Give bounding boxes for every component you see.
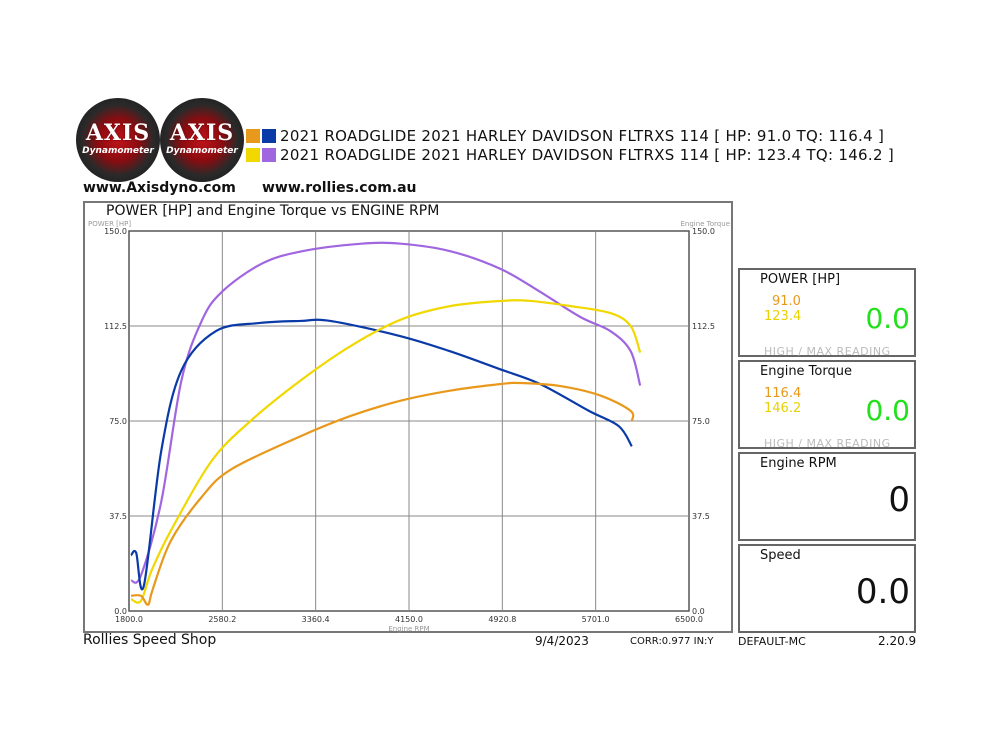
- high-max-note: HIGH / MAX READING: [764, 437, 891, 450]
- y-tick-label-left: 0.0: [114, 607, 127, 616]
- high-reading-2: 123.4: [764, 309, 802, 324]
- x-tick-label: 6500.0: [675, 615, 703, 624]
- y-axis-left-label: POWER [HP]: [88, 220, 131, 228]
- swatch-hp: [246, 129, 260, 143]
- logo-subtext: Dynamometer: [82, 146, 154, 156]
- high-reading-1: 116.4: [764, 386, 802, 401]
- logo-text: AXIS: [169, 120, 235, 146]
- correction-factor: CORR:0.977 IN:Y: [630, 636, 714, 647]
- panel-title: Speed: [760, 548, 801, 563]
- series-line-4: [130, 381, 635, 606]
- y-tick-label-left: 112.5: [104, 322, 127, 331]
- x-tick-label: 1800.0: [115, 615, 143, 624]
- series-line-1: [130, 241, 642, 584]
- legend-label: 2021 ROADGLIDE 2021 HARLEY DAVIDSON FLTR…: [280, 146, 895, 164]
- panel-title: Engine RPM: [760, 456, 837, 471]
- x-tick-label: 4150.0: [395, 615, 423, 624]
- current-value: 0.0: [865, 394, 910, 427]
- power-panel: POWER [HP] 91.0 123.4 0.0 HIGH / MAX REA…: [738, 268, 916, 358]
- high-reading-1: 91.0: [772, 294, 801, 309]
- legend-label: 2021 ROADGLIDE 2021 HARLEY DAVIDSON FLTR…: [280, 127, 885, 145]
- x-tick-label: 4920.8: [488, 615, 516, 624]
- torque-panel: Engine Torque 116.4 146.2 0.0 HIGH / MAX…: [738, 360, 916, 450]
- chart-frame: [83, 201, 733, 633]
- series-line-3: [130, 299, 642, 604]
- panel-title: POWER [HP]: [760, 272, 841, 287]
- swatch-torque: [262, 148, 276, 162]
- high-reading-2: 146.2: [764, 401, 802, 416]
- profile-name: DEFAULT-MC: [738, 635, 806, 648]
- swatch-hp: [246, 148, 260, 162]
- legend-entry-2: 2021 ROADGLIDE 2021 HARLEY DAVIDSON FLTR…: [246, 146, 894, 164]
- logo-subtext: Dynamometer: [166, 146, 238, 156]
- logo-text: AXIS: [85, 120, 151, 146]
- y-tick-label-right: 150.0: [692, 227, 715, 236]
- run-date: 9/4/2023: [535, 634, 589, 648]
- y-tick-label-left: 75.0: [109, 417, 127, 426]
- shop-name: Rollies Speed Shop: [83, 632, 217, 648]
- high-max-note: HIGH / MAX READING: [764, 345, 891, 358]
- y-tick-label-right: 0.0: [692, 607, 705, 616]
- url-axisdyno[interactable]: www.Axisdyno.com: [83, 180, 236, 196]
- y-tick-label-right: 112.5: [692, 322, 715, 331]
- x-tick-label: 5701.0: [582, 615, 610, 624]
- axis-logo: AXIS Dynamometer: [160, 98, 244, 182]
- speed-panel: Speed 0.0: [738, 544, 916, 633]
- x-tick-label: 2580.2: [208, 615, 236, 624]
- y-tick-label-right: 75.0: [692, 417, 710, 426]
- axis-logo: AXIS Dynamometer: [76, 98, 160, 182]
- chart-title: POWER [HP] and Engine Torque vs ENGINE R…: [106, 203, 440, 219]
- current-value: 0.0: [865, 302, 910, 335]
- current-value: 0: [888, 480, 910, 520]
- panel-title: Engine Torque: [760, 364, 852, 379]
- x-axis-label: Engine RPM: [388, 625, 429, 633]
- series-line-2: [130, 318, 633, 591]
- current-value: 0.0: [855, 572, 910, 612]
- y-tick-label-left: 150.0: [104, 227, 127, 236]
- legend-entry-1: 2021 ROADGLIDE 2021 HARLEY DAVIDSON FLTR…: [246, 127, 884, 145]
- url-rollies[interactable]: www.rollies.com.au: [262, 180, 417, 196]
- y-tick-label-right: 37.5: [692, 512, 710, 521]
- x-tick-label: 3360.4: [302, 615, 330, 624]
- version: 2.20.9: [878, 634, 917, 648]
- y-tick-label-left: 37.5: [109, 512, 127, 521]
- rpm-panel: Engine RPM 0: [738, 452, 916, 541]
- swatch-torque: [262, 129, 276, 143]
- y-axis-right-label: Engine Torque: [680, 220, 730, 228]
